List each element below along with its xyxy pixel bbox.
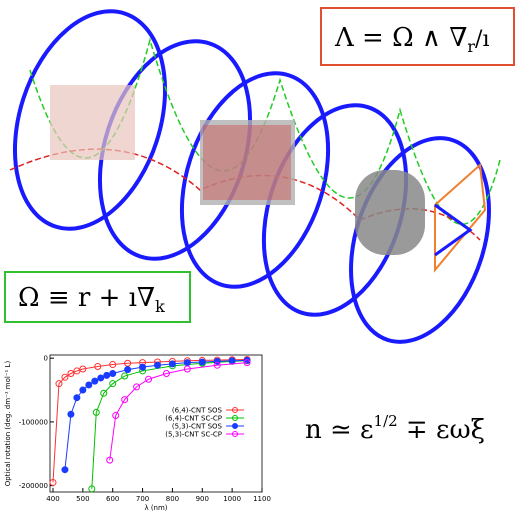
- x-tick-label: 800: [166, 495, 179, 503]
- legend-label: (5,3)-CNT SC-CP: [165, 431, 222, 439]
- data-point: [109, 369, 117, 377]
- legend-label: (6,4)-CNT SOS: [172, 407, 223, 415]
- data-point: [79, 365, 87, 373]
- data-point: [153, 361, 161, 369]
- equation-part: k: [155, 297, 165, 316]
- equation: n ≃ ε1/2 ∓ εωξ: [305, 412, 485, 445]
- data-point: [49, 478, 57, 486]
- plot-area: [49, 354, 263, 493]
- legend-marker: [232, 415, 238, 421]
- data-point: [139, 363, 147, 371]
- data-point: [228, 357, 236, 365]
- series-line: [109, 362, 248, 461]
- series-line: [52, 358, 248, 483]
- legend-label: (6,4)-CNT SC-CP: [165, 415, 222, 423]
- data-point: [133, 383, 141, 391]
- legend-marker: [232, 423, 238, 429]
- data-point: [97, 374, 105, 382]
- data-point: [73, 367, 81, 375]
- y-tick-label: -100000: [19, 418, 48, 426]
- equation-part: ∓ εωξ: [398, 415, 485, 445]
- data-point: [85, 381, 93, 389]
- data-point: [198, 358, 206, 366]
- data-point: [103, 371, 111, 379]
- x-tick-label: 500: [76, 495, 89, 503]
- equation-part: n ≃ ε: [305, 415, 374, 445]
- x-tick-label: 1100: [253, 495, 271, 503]
- data-point: [121, 372, 129, 380]
- data-point: [55, 380, 63, 388]
- equation-part: Λ = Ω ∧ ∇: [334, 23, 467, 53]
- equation-part: 1/2: [374, 412, 398, 430]
- data-point: [145, 375, 153, 383]
- equation: Ω ≡ r + ı∇k: [18, 283, 165, 316]
- data-point: [121, 396, 129, 404]
- y-tick-label: 0: [44, 355, 48, 363]
- data-point: [109, 380, 117, 388]
- data-point: [88, 485, 96, 493]
- x-axis-label: λ (nm): [144, 504, 167, 512]
- x-tick-label: 600: [106, 495, 119, 503]
- y-axis-label: Optical rotation (deg. dm⁻¹ mol⁻¹ L): [4, 361, 12, 487]
- equation-box: [320, 7, 515, 66]
- y-tick-label: -200000: [19, 482, 48, 490]
- data-point: [92, 408, 100, 416]
- data-point: [124, 366, 132, 374]
- data-point: [94, 362, 102, 370]
- data-point: [183, 365, 191, 373]
- molecule: [50, 85, 487, 273]
- legend-marker: [232, 407, 238, 413]
- data-point: [109, 361, 117, 369]
- x-tick-label: 1000: [223, 495, 241, 503]
- equation-part: r: [467, 37, 475, 56]
- data-point: [106, 456, 114, 464]
- equation-box: [4, 271, 191, 323]
- equation-part: Ω ≡ r + ı∇: [18, 283, 155, 313]
- data-point: [243, 356, 251, 364]
- equation-part: /ı: [475, 27, 489, 52]
- inset-chart: 0 -100000 -200000 400 500 600 700 800 900 1000 110…: [4, 354, 271, 512]
- x-tick-label: 400: [46, 495, 59, 503]
- legend-label: (5,3)-CNT SOS: [172, 423, 223, 431]
- x-tick-label: 700: [136, 495, 149, 503]
- equation: Λ = Ω ∧ ∇r/ı: [334, 23, 489, 56]
- data-point: [162, 369, 170, 377]
- legend-marker: [232, 431, 238, 437]
- data-point: [183, 359, 191, 367]
- data-point: [112, 412, 120, 420]
- data-point: [73, 394, 81, 402]
- data-point: [67, 410, 75, 418]
- data-point: [243, 359, 251, 367]
- data-point: [79, 386, 87, 394]
- data-point: [91, 377, 99, 385]
- x-tick-label: 900: [196, 495, 209, 503]
- data-point: [168, 360, 176, 368]
- data-point: [61, 373, 69, 381]
- data-point: [100, 389, 108, 397]
- data-point: [67, 369, 75, 377]
- data-point: [61, 466, 69, 474]
- data-point: [213, 361, 221, 369]
